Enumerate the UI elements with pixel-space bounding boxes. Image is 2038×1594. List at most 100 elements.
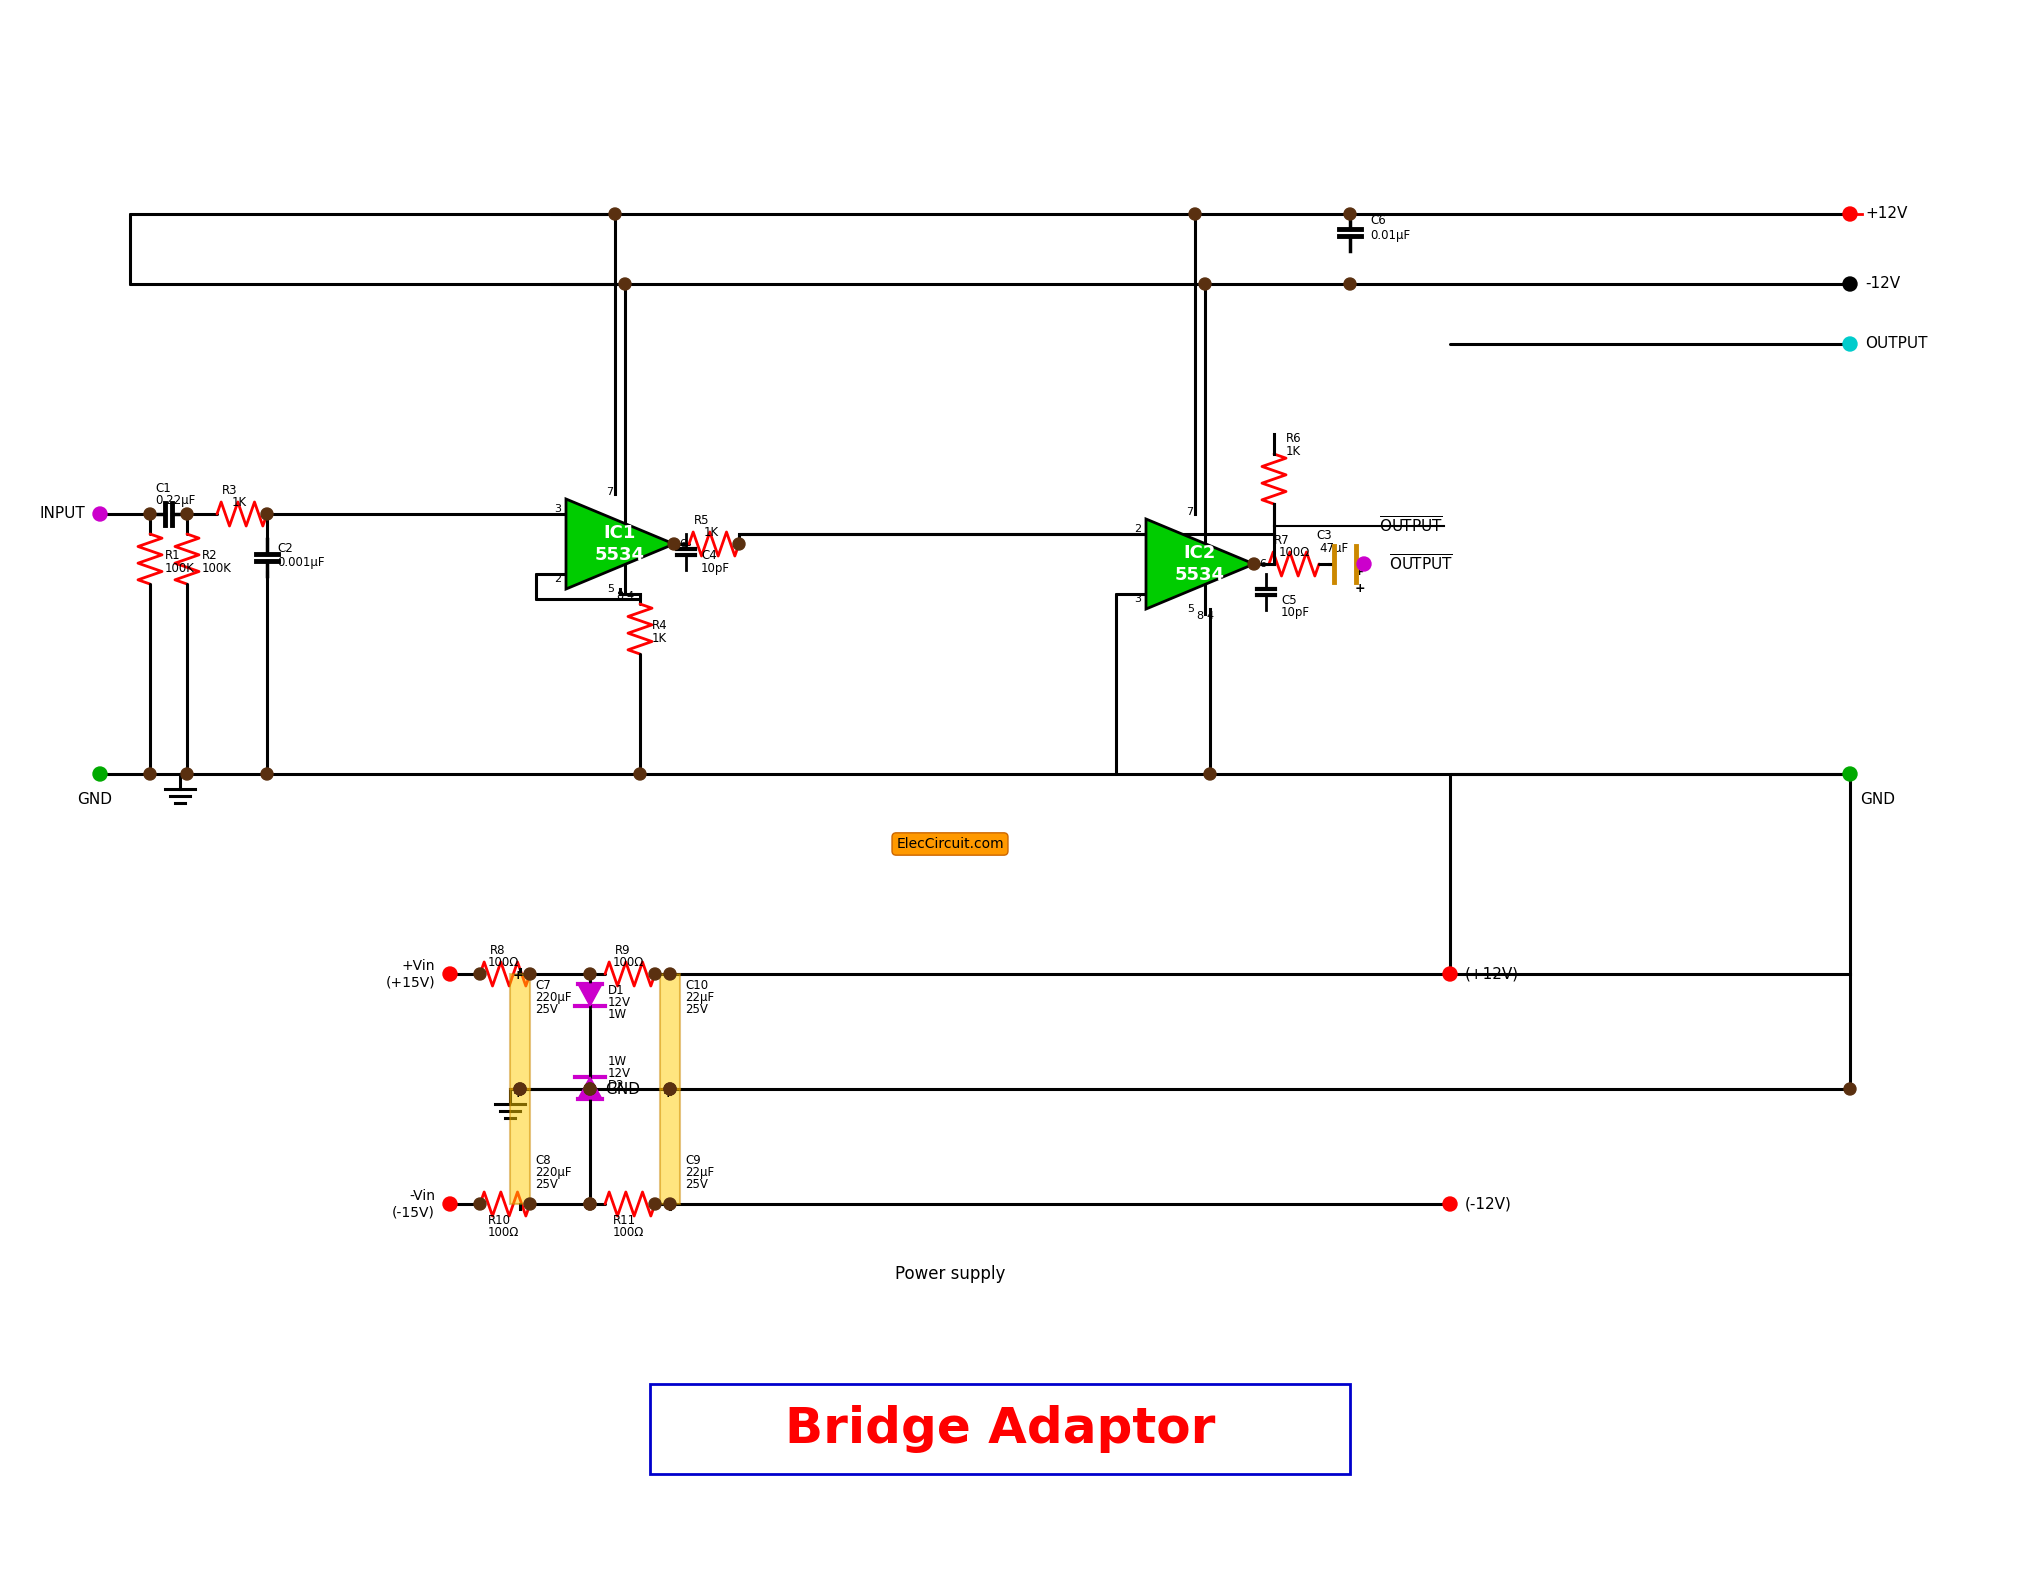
- Circle shape: [1842, 336, 1857, 351]
- Text: C8: C8: [536, 1154, 550, 1167]
- Circle shape: [442, 1197, 457, 1211]
- Text: R6: R6: [1286, 432, 1302, 445]
- Text: R7: R7: [1274, 534, 1290, 547]
- Circle shape: [585, 968, 595, 980]
- Text: +: +: [662, 969, 673, 982]
- Text: 1K: 1K: [232, 496, 247, 508]
- Text: C4: C4: [701, 548, 717, 563]
- Bar: [650, 1384, 1349, 1474]
- Circle shape: [609, 207, 622, 220]
- Circle shape: [524, 968, 536, 980]
- Circle shape: [261, 768, 273, 779]
- Text: Power supply: Power supply: [895, 1266, 1005, 1283]
- Text: R8: R8: [489, 944, 505, 956]
- Circle shape: [145, 768, 157, 779]
- Text: Bridge Adaptor: Bridge Adaptor: [785, 1404, 1215, 1454]
- Text: ElecCircuit.com: ElecCircuit.com: [897, 837, 1005, 851]
- Text: R2: R2: [202, 548, 218, 563]
- Circle shape: [1204, 768, 1217, 779]
- Text: R3: R3: [222, 485, 238, 497]
- Text: +: +: [1355, 567, 1363, 577]
- Text: +: +: [662, 1087, 673, 1100]
- Polygon shape: [579, 983, 601, 1006]
- Circle shape: [734, 539, 746, 550]
- Circle shape: [1443, 1197, 1457, 1211]
- Text: 12V: 12V: [607, 996, 632, 1009]
- Text: 22μF: 22μF: [685, 1165, 713, 1180]
- Bar: [660, 1089, 681, 1203]
- Text: 100Ω: 100Ω: [487, 1226, 520, 1239]
- Text: 5: 5: [1188, 604, 1194, 614]
- Text: D2: D2: [607, 1079, 624, 1092]
- Circle shape: [664, 1082, 677, 1095]
- Circle shape: [585, 1199, 595, 1210]
- Circle shape: [1842, 277, 1857, 292]
- Text: GND: GND: [77, 792, 112, 807]
- Circle shape: [1842, 767, 1857, 781]
- Text: GND: GND: [605, 1081, 640, 1097]
- Circle shape: [442, 968, 457, 980]
- Text: C10: C10: [685, 979, 707, 991]
- Text: 100Ω: 100Ω: [613, 1226, 644, 1239]
- Text: 3: 3: [554, 504, 560, 513]
- Polygon shape: [1145, 520, 1253, 609]
- Text: C2: C2: [277, 542, 293, 555]
- Circle shape: [261, 508, 273, 520]
- Circle shape: [1842, 207, 1857, 222]
- Text: 12V: 12V: [607, 1066, 632, 1081]
- Text: 25V: 25V: [536, 1178, 558, 1191]
- Text: 47μF: 47μF: [1319, 542, 1349, 555]
- Circle shape: [664, 1199, 677, 1210]
- Circle shape: [668, 539, 681, 550]
- Text: 4: 4: [1206, 611, 1213, 620]
- Bar: [660, 974, 681, 1089]
- Circle shape: [524, 1199, 536, 1210]
- Text: C9: C9: [685, 1154, 701, 1167]
- Text: R9: R9: [615, 944, 630, 956]
- Text: +Vin
(+15V): +Vin (+15V): [385, 960, 434, 990]
- Text: 1K: 1K: [1286, 445, 1300, 457]
- Circle shape: [664, 1082, 677, 1095]
- Circle shape: [94, 767, 108, 781]
- Text: 7: 7: [1186, 507, 1194, 516]
- Circle shape: [585, 1082, 595, 1095]
- Text: 4: 4: [626, 591, 634, 601]
- Text: 100K: 100K: [202, 563, 232, 575]
- Text: R10: R10: [487, 1215, 512, 1227]
- Text: 2: 2: [1133, 524, 1141, 534]
- Text: R1: R1: [165, 548, 181, 563]
- Text: 10pF: 10pF: [1282, 606, 1310, 618]
- Text: +: +: [1355, 582, 1365, 596]
- Circle shape: [475, 1199, 485, 1210]
- Circle shape: [514, 1082, 526, 1095]
- Text: 220μF: 220μF: [536, 1165, 571, 1180]
- Text: 22μF: 22μF: [685, 991, 713, 1004]
- Text: 100Ω: 100Ω: [487, 956, 520, 969]
- Text: 10pF: 10pF: [701, 563, 730, 575]
- Text: 1W: 1W: [607, 1007, 628, 1022]
- Circle shape: [648, 1199, 660, 1210]
- Text: (+12V): (+12V): [1465, 966, 1518, 982]
- Text: 1K: 1K: [652, 631, 666, 646]
- Text: +: +: [514, 1087, 524, 1100]
- Text: R4: R4: [652, 618, 668, 631]
- Text: C3: C3: [1317, 529, 1331, 542]
- Text: R5: R5: [695, 513, 709, 528]
- Circle shape: [1247, 558, 1259, 571]
- Text: 6: 6: [679, 539, 687, 548]
- Text: C7: C7: [536, 979, 550, 991]
- Circle shape: [475, 968, 485, 980]
- Bar: [510, 1089, 530, 1203]
- Text: 25V: 25V: [685, 1178, 707, 1191]
- Text: 8: 8: [615, 591, 624, 601]
- Circle shape: [514, 1082, 526, 1095]
- Text: C6: C6: [1370, 214, 1386, 226]
- Text: -Vin
(-15V): -Vin (-15V): [391, 1189, 434, 1219]
- Circle shape: [1188, 207, 1200, 220]
- Text: R11: R11: [613, 1215, 636, 1227]
- Text: 3: 3: [1133, 595, 1141, 604]
- Text: 6: 6: [1259, 559, 1266, 569]
- Text: $\overline{\rm OUTPUT}$: $\overline{\rm OUTPUT}$: [1390, 555, 1453, 574]
- Circle shape: [1343, 277, 1355, 290]
- Text: 100K: 100K: [165, 563, 196, 575]
